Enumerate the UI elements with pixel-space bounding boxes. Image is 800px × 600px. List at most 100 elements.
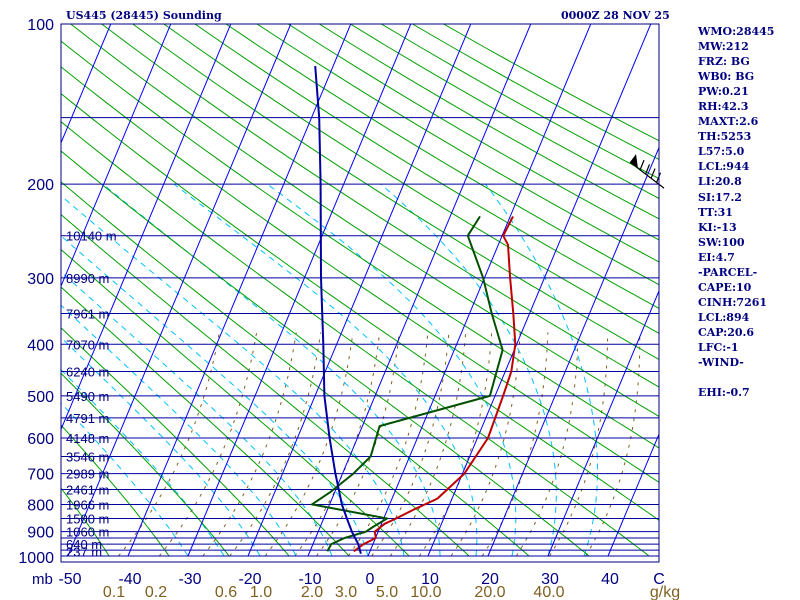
wind-barb-feather [644,164,651,175]
height-label: 2461 m [66,483,109,498]
wind-barb-feather [639,159,645,171]
isotherm-line [61,24,232,431]
temperature-tick-label: -30 [178,571,201,588]
height-label: 640 m [66,537,102,552]
height-label: 5490 m [66,389,109,404]
temperature-tick-label: -10 [298,571,321,588]
station-title: US445 (28445) Sounding [66,9,222,22]
mixing-ratio-label: 0.6 [215,584,237,600]
isotherm-line [607,432,659,557]
temperature-tick-label: 0 [366,571,375,588]
index-item: SW:100 [698,235,745,249]
temperature-tick-label: 20 [481,571,499,588]
index-item: CAP:20.6 [698,325,755,339]
moist-adiabat [61,235,369,557]
dry-adiabats [61,24,659,557]
mixing-ratio-line [549,332,609,557]
index-item: EI:4.7 [698,250,735,264]
mixing-ratio-label: 0.1 [103,584,125,600]
temperature-unit-label: C [653,571,665,588]
isotherm-line [487,146,659,557]
pressure-tick-label: 800 [27,497,54,514]
index-item: TH:5253 [698,130,752,144]
temperature-tick-label: -50 [58,571,81,588]
mixing-ratio-line [585,332,641,557]
height-label: 1966 m [66,497,109,512]
index-item: LFC:-1 [698,340,739,354]
isotherms [61,24,659,557]
height-label: 6240 m [66,365,109,380]
valid-time: 0000Z 28 NOV 25 [561,9,670,22]
mixing-ratio-line [294,332,381,557]
index-item [698,370,774,385]
height-label: 10140 m [66,229,117,244]
wind-barb-feather [650,168,656,179]
wind-barb-pennant [630,154,638,169]
mixing-ratio-label: 40.0 [533,584,564,600]
mixing-ratio-line [202,332,297,557]
height-label: 3546 m [66,449,109,464]
height-label: 2989 m [66,467,109,482]
mb-unit-label: mb [32,571,53,588]
temperature-tick-label: 30 [541,571,559,588]
pressure-tick-label: 1000 [18,550,54,567]
mixing-ratio-line [371,332,450,557]
index-item: FRZ: BG [698,55,750,69]
index-item: MW:212 [698,40,749,54]
mixing-ratio-label: 1.0 [250,584,272,600]
index-item: -PARCEL- [698,265,758,279]
moist-adiabat [266,183,517,557]
isotherm-line [187,24,412,557]
index-item: L57:5.0 [698,145,745,159]
pressure-tick-label: 400 [27,337,54,354]
mixing-ratio-line [450,332,521,557]
isotherm-line [367,24,592,557]
moist-adiabat [485,183,598,557]
temperature-tick-label: -20 [238,571,261,588]
mixing-ratio-line [389,332,467,557]
temperature-profile [353,215,517,553]
mixing-ratio-line [481,332,549,557]
wind-barbs [629,154,665,189]
index-item: WMO:28445 [698,25,775,38]
index-item: CINH:7261 [698,295,768,309]
height-label: 7961 m [66,306,109,321]
moist-adiabat [61,304,297,557]
index-item: SI:17.2 [698,190,742,204]
moist-adiabat [380,183,557,557]
index-item: WB0: BG [698,70,755,84]
index-item: PW:0.21 [698,85,749,99]
mixing-ratio-label: 0.2 [145,584,167,600]
height-label: 1500 m [66,511,109,526]
height-label: 4148 m [66,431,109,446]
mixing-ratio-line [118,332,220,557]
height-label: 1060 m [66,525,109,540]
mixing-ratio-line [158,332,258,557]
pressure-tick-label: 900 [27,525,54,542]
mixing-ratio-line [229,332,322,557]
index-item: TT:31 [698,205,733,219]
index-item: KI:-13 [698,220,737,234]
pressure-tick-label: 300 [27,271,54,288]
height-label: 8990 m [66,271,109,286]
height-label: 4791 m [66,411,109,426]
dry-adiabat [70,24,659,418]
wind-barb-staff [629,161,665,189]
isotherm-line [61,24,112,145]
temperature-tick-label: 40 [601,571,619,588]
isotherm-line [307,24,532,557]
isotherm-line [127,24,352,557]
mixing-ratio-label: 20.0 [474,584,505,600]
mixing-ratio-label: 10.0 [410,584,441,600]
mixing-ratio-line [418,332,493,557]
pressure-tick-label: 600 [27,431,54,448]
isotherm-line [547,289,659,557]
pressure-tick-label: 200 [27,177,54,194]
mixing-ratio-line [264,332,354,557]
isotherm-line [67,24,292,557]
mixing-ratio-label: 3.0 [335,584,357,600]
index-item: -WIND- [698,356,744,370]
pressure-tick-label: 700 [27,467,54,484]
